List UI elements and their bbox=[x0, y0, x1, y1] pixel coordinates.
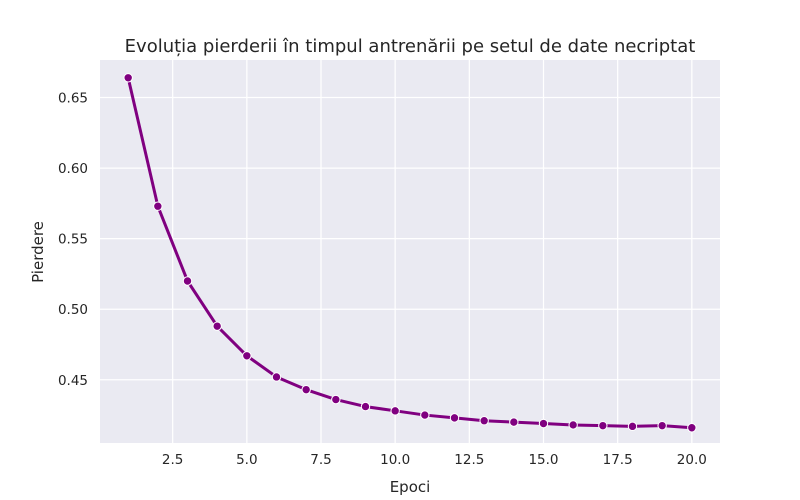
loss-line bbox=[126, 76, 694, 430]
x-tick-label: 20.0 bbox=[677, 452, 707, 468]
data-point bbox=[331, 394, 341, 405]
data-point bbox=[420, 410, 430, 420]
data-point bbox=[509, 417, 519, 427]
x-tick-label: 2.5 bbox=[162, 452, 183, 468]
data-point bbox=[449, 413, 460, 423]
data-point bbox=[390, 406, 400, 416]
data-point bbox=[123, 73, 133, 83]
y-tick-label: 0.50 bbox=[58, 302, 88, 318]
y-tick-label: 0.60 bbox=[58, 161, 88, 177]
x-tick-label: 7.5 bbox=[310, 452, 331, 468]
data-point bbox=[153, 201, 163, 211]
data-point bbox=[687, 423, 697, 433]
plot-area bbox=[100, 60, 720, 443]
data-point bbox=[212, 321, 222, 331]
data-point bbox=[271, 372, 282, 382]
data-point bbox=[657, 420, 667, 431]
x-tick-label: 10.0 bbox=[380, 452, 410, 468]
x-tick-label: 17.5 bbox=[603, 452, 633, 468]
data-point bbox=[301, 384, 311, 395]
data-point bbox=[598, 420, 608, 431]
y-tick-label: 0.55 bbox=[58, 232, 88, 248]
y-axis-label: Pierdere bbox=[29, 221, 47, 283]
grid-lines bbox=[100, 60, 720, 443]
data-point bbox=[538, 418, 549, 429]
x-tick-label: 12.5 bbox=[454, 452, 484, 468]
y-tick-label: 0.65 bbox=[58, 91, 88, 107]
tick-labels: 2.5 5.0 7.5 10.0 12.5 15.0 17.5 20.0 0.45 0.50 0.5… bbox=[58, 91, 707, 468]
data-point bbox=[568, 420, 578, 430]
data-point bbox=[479, 416, 489, 426]
data-point bbox=[242, 351, 252, 361]
data-point bbox=[627, 421, 638, 432]
y-tick-label: 0.45 bbox=[58, 373, 88, 389]
x-tick-label: 15.0 bbox=[528, 452, 558, 468]
data-point bbox=[360, 401, 371, 412]
series-layer bbox=[123, 73, 697, 433]
x-tick-label: 5.0 bbox=[236, 452, 257, 468]
x-axis-label: Epoci bbox=[390, 478, 431, 496]
chart-title: Evoluția pierderii în timpul antrenării … bbox=[125, 36, 696, 57]
data-point bbox=[182, 276, 193, 286]
